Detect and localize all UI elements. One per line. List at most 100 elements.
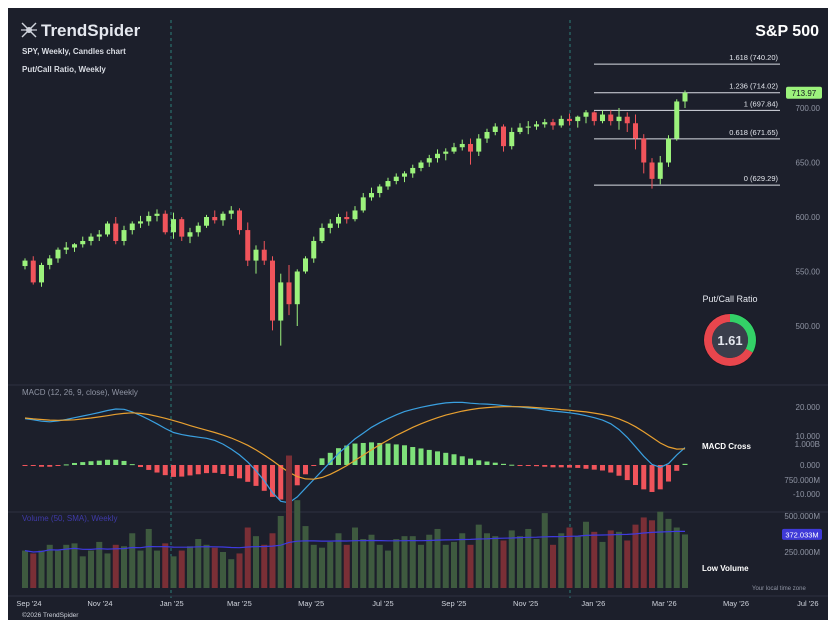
x-axis[interactable]: Sep '24 Nov '24 Jan '25 Mar '25 May '25 Jul '… <box>16 599 818 608</box>
candle-body <box>385 181 391 187</box>
volume-bar <box>178 550 185 588</box>
macd-histogram-bar <box>517 465 523 466</box>
candle-body <box>476 138 482 152</box>
macd-histogram-bar <box>591 465 597 470</box>
chart-info-line1: SPY, Weekly, Candles chart <box>22 47 126 56</box>
macd-histogram-bar <box>377 442 383 465</box>
macd-histogram-bar <box>666 465 671 482</box>
macd-histogram-bar <box>228 465 234 477</box>
candle-body <box>410 167 416 174</box>
candle-body <box>682 92 688 102</box>
macd-histogram-bar <box>187 465 193 476</box>
candle-body <box>303 258 308 272</box>
volume-bar <box>55 550 61 588</box>
macd-histogram-bar <box>418 448 424 465</box>
candle-body <box>220 213 226 221</box>
candle-body <box>30 260 36 283</box>
candle-body <box>204 217 209 226</box>
volume-bar <box>46 544 53 588</box>
candle-body <box>146 215 152 222</box>
volume-bar <box>368 534 375 588</box>
x-tick-label: May '25 <box>298 599 324 608</box>
x-tick-label: Nov '25 <box>513 599 538 608</box>
price-axis[interactable]: 500.00 550.00 600.00 650.00 700.00 <box>796 104 821 331</box>
fibonacci-levels[interactable]: 1.618 (740.20) 1.236 (714.02) 1 (697.84) 0.… <box>594 53 780 186</box>
candle-body <box>517 127 523 132</box>
volume-bar <box>294 500 301 588</box>
volume-tick-label: 1.000B <box>795 440 820 449</box>
candle-body <box>278 282 284 321</box>
volume-bar <box>310 544 317 588</box>
x-tick-label: Jul '25 <box>372 599 393 608</box>
macd-axis[interactable]: 20.000 10.000 0.000 -10.000 <box>793 403 821 499</box>
volume-bar <box>71 543 78 588</box>
candle-body <box>96 234 102 237</box>
macd-histogram-bar <box>39 465 44 467</box>
macd-histogram-bar <box>583 465 589 469</box>
candle-body <box>550 122 556 126</box>
macd-histogram-bar <box>270 465 275 497</box>
candle-body <box>162 213 168 233</box>
volume-bar <box>253 536 259 588</box>
macd-histogram-bar <box>575 465 581 468</box>
candle-body <box>352 210 358 220</box>
volume-bar <box>63 544 70 588</box>
candle-body <box>393 176 399 182</box>
gauge-put-arc <box>704 314 753 366</box>
volume-bar <box>154 550 160 588</box>
macd-histogram-bar <box>567 465 572 468</box>
candle-body <box>261 249 267 261</box>
candle-body <box>443 151 449 154</box>
macd-histogram-bar <box>336 448 341 465</box>
candle-body <box>327 223 333 228</box>
macd-histogram-bar <box>237 465 242 479</box>
macd-histogram-bar <box>641 465 647 490</box>
macd-histogram-bar <box>542 465 548 467</box>
macd-histogram-bar <box>616 465 622 476</box>
volume-bar <box>112 544 119 588</box>
candle-body <box>39 264 44 283</box>
volume-bar <box>673 527 680 588</box>
macd-histogram-bar <box>451 454 457 465</box>
candle-body <box>286 282 292 305</box>
candle-body <box>237 210 242 231</box>
volume-bar <box>401 536 408 588</box>
macd-tick-label: 10.000 <box>796 432 821 441</box>
index-title: S&P 500 <box>755 23 819 40</box>
candle-body <box>47 258 53 265</box>
macd-histogram-bar <box>624 465 630 481</box>
candle-body <box>418 162 424 168</box>
macd-tick-label: -10.000 <box>793 490 821 499</box>
volume-bar <box>459 533 466 588</box>
x-tick-label: May '26 <box>723 599 749 608</box>
macd-histogram-bar <box>393 444 399 465</box>
volume-bar <box>632 524 639 588</box>
candle-body <box>113 223 119 241</box>
volume-bar <box>599 541 606 588</box>
macd-histogram-bar <box>344 445 350 465</box>
last-volume-tag: 372.033M <box>782 528 822 540</box>
macd-histogram-bar <box>278 465 284 500</box>
candle-body <box>63 247 69 250</box>
macd-histogram-bar <box>492 462 498 465</box>
volume-bar <box>211 547 218 588</box>
candle-body <box>369 193 374 198</box>
volume-bar <box>558 533 565 588</box>
price-tick-label: 600.00 <box>796 213 821 222</box>
volume-axis[interactable]: 1.000B 750.000M 500.000M 250.000M <box>784 440 820 557</box>
macd-histogram-bar <box>154 465 160 473</box>
candle-body <box>402 173 407 177</box>
volume-bar <box>517 536 523 588</box>
volume-bar <box>121 546 127 588</box>
chart-background <box>8 8 828 620</box>
macd-histogram-bar <box>138 465 143 468</box>
macd-histogram-bar <box>96 460 102 465</box>
volume-label: Volume (50, SMA), Weekly <box>22 514 117 523</box>
volume-bar <box>187 546 193 588</box>
macd-histogram-bar <box>30 465 36 466</box>
volume-tick-label: 750.000M <box>784 476 820 485</box>
candle-body <box>525 126 531 128</box>
volume-bars <box>22 455 688 588</box>
candle-body <box>459 143 465 148</box>
macd-histogram-bar <box>253 465 259 486</box>
